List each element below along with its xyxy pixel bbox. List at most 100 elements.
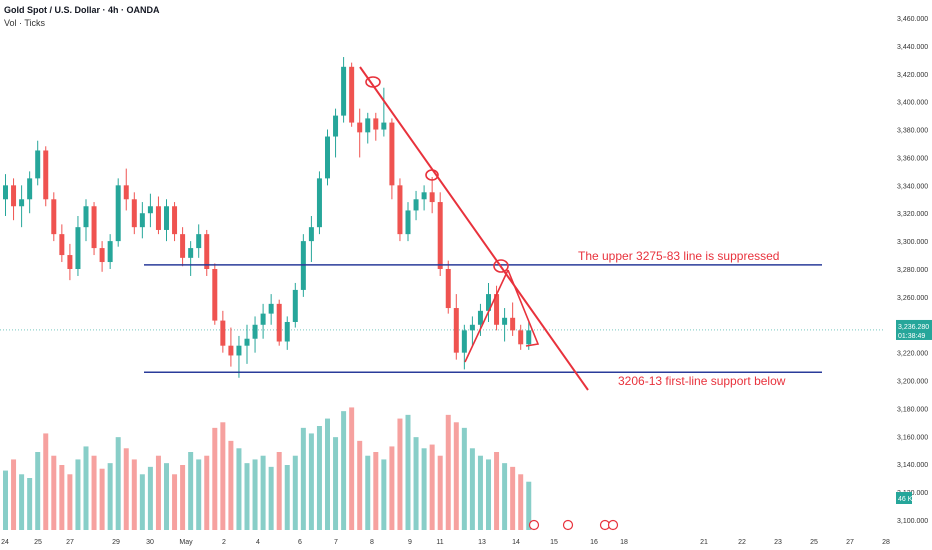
- volume-bar: [123, 448, 129, 530]
- volume-bar: [212, 427, 218, 530]
- x-tick-label: 30: [146, 539, 154, 546]
- candle-body: [43, 150, 49, 200]
- volume-bar: [75, 459, 81, 530]
- volume-bar: [365, 455, 371, 530]
- volume-bar: [405, 414, 411, 530]
- x-tick-label: 21: [700, 539, 708, 546]
- volume-bar: [35, 452, 41, 530]
- x-tick-label: 14: [512, 539, 520, 546]
- volume-tag-box: [896, 492, 912, 504]
- touch-circle: [493, 259, 509, 273]
- candle-body: [526, 330, 532, 345]
- x-tick-label: 25: [810, 539, 818, 546]
- volume-bar: [236, 448, 242, 530]
- candle-body: [244, 338, 250, 346]
- x-tick-label: 7: [334, 539, 338, 546]
- price-tag-value: 3,236.280: [898, 324, 929, 331]
- candle-body: [453, 308, 459, 353]
- y-tick-label: 3,380.000: [897, 128, 928, 135]
- candle-body: [381, 122, 387, 130]
- y-tick-label: 3,140.000: [897, 462, 928, 469]
- candle-body: [180, 234, 186, 258]
- volume-indicator-label: Vol · Ticks: [4, 18, 46, 28]
- y-tick-label: 3,200.000: [897, 379, 928, 386]
- volume-bar: [421, 448, 427, 530]
- volume-bar: [469, 448, 475, 530]
- candle-body: [437, 202, 443, 269]
- x-tick-label: 24: [1, 539, 9, 546]
- x-tick-label: 25: [34, 539, 42, 546]
- y-tick-label: 3,120.000: [897, 490, 928, 497]
- volume-bar: [461, 427, 467, 530]
- candle-body: [486, 294, 491, 311]
- chart-title: Gold Spot / U.S. Dollar · 4h · OANDA: [4, 5, 160, 15]
- volume-bar: [292, 455, 298, 530]
- volume-bar: [91, 455, 97, 530]
- touch-circle: [365, 76, 381, 88]
- candle-body: [260, 313, 266, 325]
- candle-body: [429, 192, 435, 203]
- x-tick-label: May: [179, 539, 193, 546]
- y-tick-label: 3,260.000: [897, 295, 928, 302]
- candle-body: [91, 206, 97, 249]
- candle-body: [51, 199, 57, 235]
- y-tick-label: 3,340.000: [897, 183, 928, 190]
- volume-bar: [19, 474, 25, 530]
- y-tick-label: 3,440.000: [897, 44, 928, 51]
- volume-bar: [260, 455, 266, 530]
- y-tick-label: 3,300.000: [897, 239, 928, 246]
- x-tick-label: 2: [222, 539, 226, 546]
- y-tick-label: 3,420.000: [897, 72, 928, 79]
- volume-bar: [397, 418, 403, 530]
- y-tick-label: 3,460.000: [897, 16, 928, 23]
- x-tick-label: 6: [298, 539, 302, 546]
- y-tick-label: 3,180.000: [897, 406, 928, 413]
- volume-tag-value: 46 K: [898, 496, 913, 503]
- volume-bar: [477, 455, 483, 530]
- candle-body: [27, 178, 33, 200]
- volume-bar: [131, 459, 137, 530]
- candle-body: [349, 66, 355, 123]
- x-tick-label: 27: [846, 539, 854, 546]
- candle-body: [35, 150, 41, 179]
- volume-bar: [300, 427, 306, 530]
- volume-bar: [99, 468, 105, 530]
- candle-body: [316, 178, 322, 228]
- descending-trendline: [359, 66, 589, 391]
- volume-bar: [3, 470, 8, 530]
- volume-bar: [381, 459, 387, 530]
- candle-body: [333, 115, 339, 137]
- volume-bar: [349, 407, 355, 530]
- y-tick-label: 3,220.000: [897, 351, 928, 358]
- candle-body: [510, 317, 516, 331]
- candle-body: [292, 289, 298, 322]
- candle-body: [308, 227, 314, 242]
- volume-bar: [43, 433, 49, 530]
- x-tick-label: 11: [436, 539, 443, 546]
- y-tick-label: 3,280.000: [897, 267, 928, 274]
- candle-body: [228, 345, 234, 356]
- candle-body: [11, 185, 17, 207]
- candle-body: [276, 303, 282, 342]
- x-tick-label: 15: [550, 539, 558, 546]
- candle-body: [518, 330, 524, 345]
- candle-body: [3, 185, 8, 200]
- volume-bar: [437, 455, 443, 530]
- candle-body: [236, 345, 242, 356]
- touch-circle: [425, 169, 439, 181]
- x-tick-label: 8: [370, 539, 374, 546]
- economic-event-icon: [528, 519, 540, 531]
- volume-bar: [518, 474, 524, 530]
- y-tick-label: 3,100.000: [897, 518, 928, 525]
- candle-body: [83, 206, 89, 228]
- volume-bar: [325, 418, 330, 530]
- volume-bar: [220, 422, 226, 530]
- volume-bar: [204, 455, 210, 530]
- candle-body: [445, 269, 451, 309]
- volume-bar: [494, 452, 500, 530]
- volume-bar: [147, 466, 153, 530]
- candle-body: [494, 294, 500, 325]
- volume-bar: [453, 422, 459, 530]
